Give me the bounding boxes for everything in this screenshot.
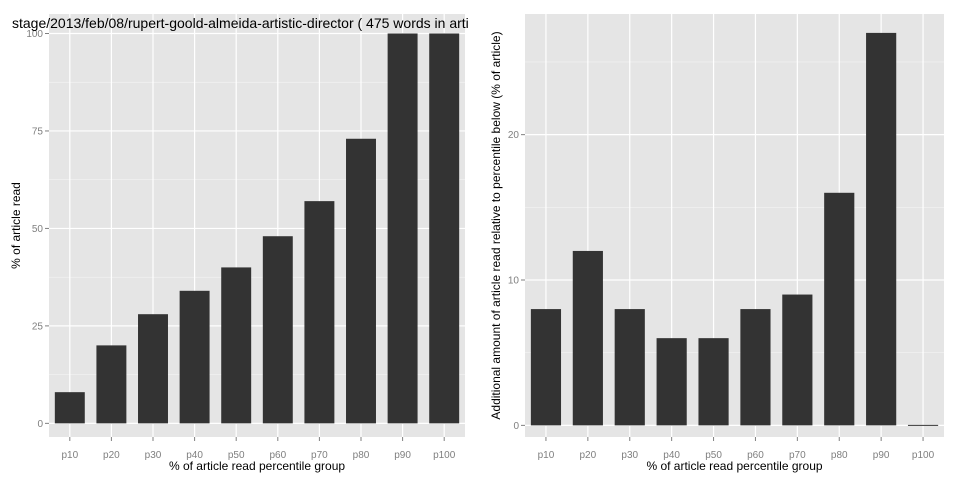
x-tick-label: p30: [145, 450, 162, 461]
bar-p50: [221, 267, 252, 424]
chart-panel-1: 0 25 50 75 100 p10 p20 p30 p40 p50 p60 p70 p80 p90 p10…: [9, 14, 469, 473]
y-tick-label: 100: [26, 29, 43, 40]
bar-p40: [656, 338, 687, 426]
x-tick-label: p40: [663, 450, 680, 461]
panel-gap: [470, 0, 484, 40]
y-axis-title: Additional amount of article read relati…: [489, 31, 503, 419]
bar-p20: [572, 250, 603, 426]
x-tick-label: p90: [394, 450, 411, 461]
bar-p70: [304, 201, 335, 424]
x-tick-label: p10: [61, 450, 78, 461]
x-tick-label: p60: [747, 450, 764, 461]
y-tick-label: 50: [32, 224, 44, 235]
x-tick-label: p50: [705, 450, 722, 461]
bar-p100: [429, 33, 460, 424]
y-axis-title: % of article read: [9, 182, 23, 269]
y-tick-label: 20: [508, 130, 520, 141]
x-tick-label: p10: [538, 450, 555, 461]
bar-p50: [698, 338, 729, 426]
bar-p80: [346, 138, 376, 424]
y-tick-label: 0: [37, 419, 43, 430]
y-tick-label: 0: [513, 421, 519, 432]
bar-p70: [782, 294, 813, 426]
x-tick-label: p20: [103, 450, 120, 461]
bar-p30: [614, 309, 645, 426]
x-tick-label: p60: [269, 450, 286, 461]
x-tick-label: p90: [873, 450, 890, 461]
y-tick-label: 75: [32, 126, 44, 137]
y-tick-label: 25: [32, 321, 44, 332]
bar-p80: [824, 192, 855, 426]
chart-title: stage/2013/feb/08/rupert-goold-almeida-a…: [12, 15, 469, 31]
x-tick-label: p80: [831, 450, 848, 461]
bar-p100: [907, 424, 939, 426]
bar-p10: [54, 392, 85, 424]
x-axis-title: % of article read percentile group: [646, 459, 822, 473]
y-tick-label: 10: [508, 276, 520, 287]
x-tick-label: p100: [912, 450, 935, 461]
x-tick-label: p50: [228, 450, 245, 461]
x-tick-label: p30: [621, 450, 638, 461]
bar-p40: [179, 290, 210, 424]
x-tick-label: p70: [311, 450, 328, 461]
x-tick-label: p80: [353, 450, 370, 461]
bar-p10: [530, 309, 562, 426]
x-tick-label: p100: [433, 450, 456, 461]
bar-p30: [138, 314, 168, 424]
x-tick-label: p20: [580, 450, 597, 461]
bar-p90: [866, 32, 897, 426]
x-axis-title: % of article read percentile group: [169, 459, 345, 473]
x-tick-label: p70: [789, 450, 806, 461]
bar-p90: [387, 33, 418, 424]
x-tick-label: p40: [186, 450, 203, 461]
bar-p60: [262, 236, 293, 424]
bar-p60: [740, 309, 771, 426]
bar-p20: [96, 345, 127, 424]
chart-panel-2: 0 10 20 p10 p20 p30 p40 p50 p60 p70 p80 p90 p100 % of…: [489, 14, 944, 473]
